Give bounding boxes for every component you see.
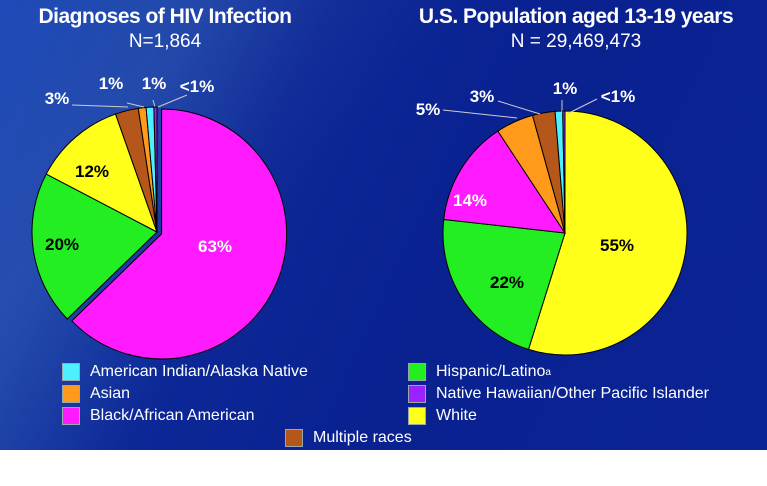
leader-line — [566, 98, 598, 115]
legend-item: Black/African American — [62, 407, 255, 425]
legend-item: American Indian/Alaska Native — [62, 363, 308, 381]
chart2-subtitle: N = 29,469,473 — [510, 31, 642, 52]
data-label: 3% — [45, 89, 70, 108]
legend-label: Asian — [90, 385, 131, 402]
legend-label: Native Hawaiian/Other Pacific Islander — [436, 385, 710, 402]
legend-item: Hispanic/Latino a — [408, 363, 551, 381]
pie-slice-hispanic-latino — [442, 218, 566, 351]
legend-item: Multiple races — [285, 429, 412, 447]
data-label: 22% — [490, 273, 524, 292]
pie-slice-black-african-american — [71, 108, 288, 360]
data-label: 5% — [416, 100, 441, 119]
legend-label: American Indian/Alaska Native — [90, 363, 308, 380]
legend-label: Hispanic/Latino — [436, 363, 546, 380]
legend-label: Black/African American — [90, 407, 255, 424]
pie-slice-native-hawaiian-other-pacific-islander — [562, 110, 566, 234]
leader-line — [442, 109, 518, 119]
pie-slice-white — [45, 113, 158, 234]
pie-slice-white — [527, 110, 688, 356]
leader-line — [126, 102, 145, 108]
data-label: 1% — [99, 74, 124, 93]
chart1-subtitle: N=1,864 — [128, 31, 202, 52]
legend-item: Asian — [62, 385, 130, 403]
legend-swatch — [62, 385, 80, 403]
data-label: 12% — [75, 162, 109, 181]
pie-slice-native-hawaiian-other-pacific-islander — [153, 106, 158, 233]
legend-swatch — [62, 407, 80, 425]
legend-label: White — [436, 407, 477, 424]
legend-swatch — [285, 429, 303, 447]
pie-charts: 63% 20% 12% 3% 1% 1% <1% 55% 22% 14% 5% 3% 1% <1% — [31, 74, 688, 360]
legend-swatch — [408, 407, 426, 425]
leader-line — [157, 94, 188, 108]
legend-label: Multiple races — [313, 429, 412, 446]
data-label: 55% — [600, 236, 634, 255]
leader-line — [71, 104, 129, 108]
leader-line — [497, 100, 541, 115]
data-label: <1% — [601, 87, 636, 106]
data-label: 20% — [45, 235, 79, 254]
slide: Diagnoses of HIV Infection N=1,864 U.S. … — [0, 0, 767, 450]
data-label: 63% — [198, 237, 232, 256]
legend-swatch — [62, 363, 80, 381]
legend-swatch — [408, 385, 426, 403]
pie-slice-black-african-american — [443, 130, 567, 234]
chart1-title: Diagnoses of HIV Infection — [38, 5, 292, 28]
data-label: 3% — [470, 87, 495, 106]
legend-item: White — [408, 407, 477, 425]
chart2-title: U.S. Population aged 13-19 years — [418, 5, 734, 28]
data-label: 1% — [553, 79, 578, 98]
pie-slice-hispanic-latino — [31, 173, 158, 320]
data-label: <1% — [180, 77, 215, 96]
legend-swatch — [408, 363, 426, 381]
leader-line — [152, 99, 156, 108]
data-label: 1% — [142, 74, 167, 93]
legend-footnote: a — [545, 366, 551, 378]
data-label: 14% — [453, 191, 487, 210]
legend-item: Native Hawaiian/Other Pacific Islander — [408, 385, 709, 403]
